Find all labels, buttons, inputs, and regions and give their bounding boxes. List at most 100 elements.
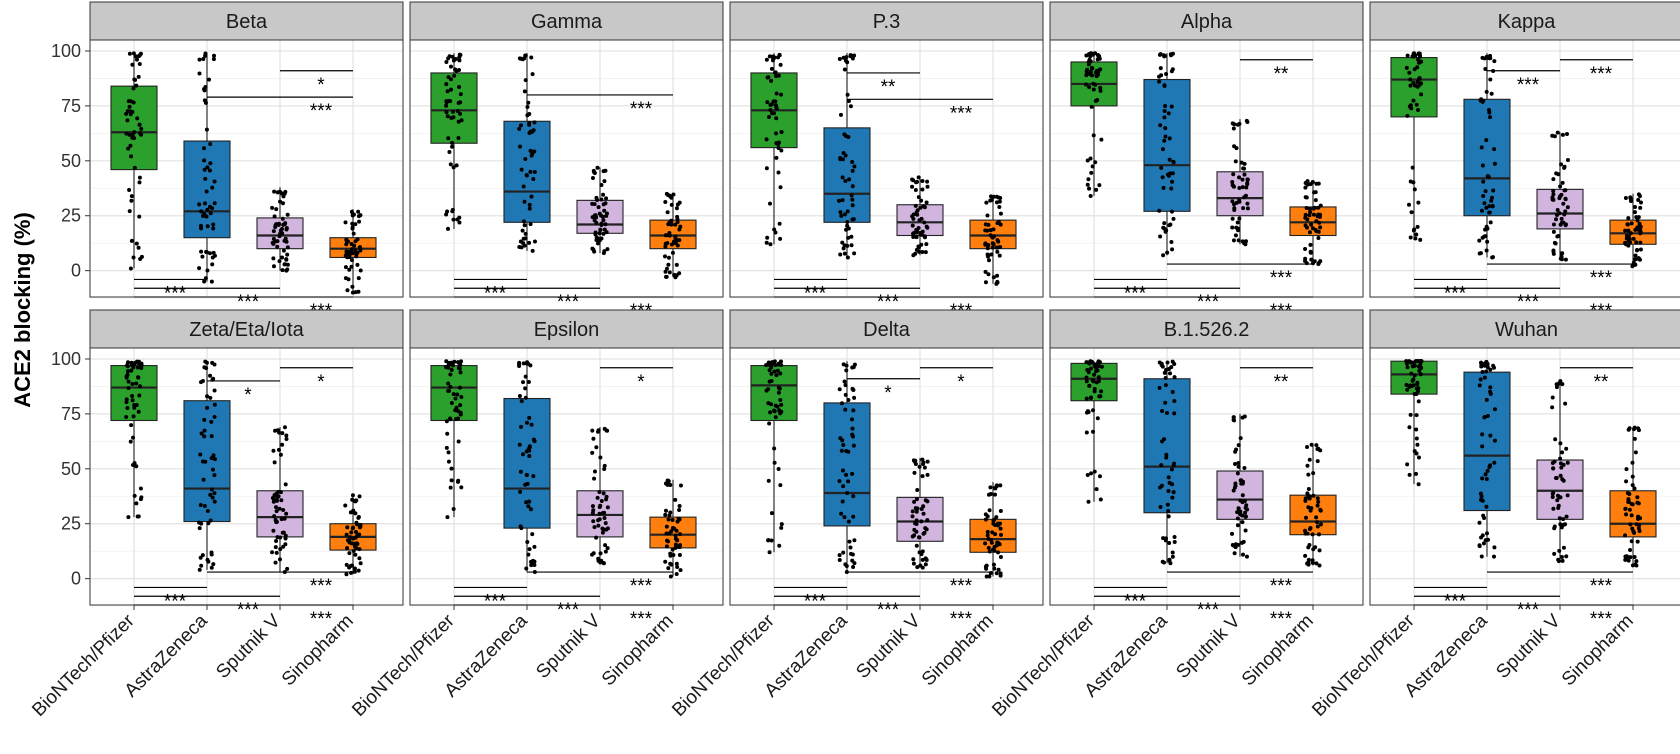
data-point: [532, 120, 537, 125]
data-point: [199, 431, 204, 436]
box-iqr: [1143, 78, 1191, 212]
data-point: [128, 112, 133, 117]
data-point: [769, 511, 774, 516]
data-point: [444, 445, 449, 450]
data-point: [779, 409, 784, 414]
data-point: [274, 207, 279, 212]
data-point: [1303, 185, 1308, 190]
data-point: [450, 144, 455, 149]
facet-title: Zeta/Eta/Iota: [189, 319, 304, 341]
data-point: [351, 212, 356, 217]
data-point: [1564, 131, 1569, 136]
data-point: [210, 495, 215, 500]
data-point: [1492, 438, 1497, 443]
data-point: [200, 254, 205, 259]
data-point: [1240, 415, 1245, 420]
data-point: [1237, 175, 1242, 180]
box-2: [1536, 130, 1584, 262]
data-point: [1552, 551, 1557, 556]
data-point: [995, 249, 1000, 254]
data-point: [1161, 536, 1166, 541]
data-point: [1412, 53, 1417, 58]
data-point: [124, 131, 129, 136]
data-point: [768, 242, 773, 247]
data-point: [590, 511, 595, 516]
data-point: [1163, 126, 1168, 131]
data-point: [987, 549, 992, 554]
data-point: [455, 109, 460, 114]
data-point: [914, 497, 919, 502]
data-point: [922, 465, 927, 470]
significance-label: ***: [630, 576, 653, 597]
data-point: [1164, 410, 1169, 415]
panel-border: [409, 347, 724, 606]
data-point: [848, 53, 853, 58]
panel-border: [1369, 347, 1680, 606]
data-point: [1564, 514, 1569, 519]
data-point: [771, 99, 776, 104]
data-point: [1311, 493, 1316, 498]
data-point: [1084, 379, 1089, 384]
data-point: [1307, 527, 1312, 532]
data-point: [1089, 104, 1094, 109]
box-1: [183, 51, 231, 284]
data-point: [911, 561, 916, 566]
data-point: [1623, 228, 1628, 233]
data-point: [1230, 225, 1235, 230]
data-point: [281, 544, 286, 549]
data-point: [774, 141, 779, 146]
data-point: [350, 258, 355, 263]
data-point: [129, 360, 134, 365]
data-point: [356, 568, 361, 573]
data-point: [199, 563, 204, 568]
data-point: [592, 213, 597, 218]
data-point: [778, 397, 783, 402]
significance-label: ***: [1270, 609, 1293, 630]
data-point: [595, 197, 600, 202]
data-point: [454, 405, 459, 410]
data-point: [668, 561, 673, 566]
significance-bracket: *: [847, 378, 920, 404]
facet-panel: Gamma************: [409, 1, 724, 322]
data-point: [1561, 201, 1566, 206]
data-point: [673, 222, 678, 227]
data-point: [275, 244, 280, 249]
data-point: [1560, 558, 1565, 563]
data-point: [273, 223, 278, 228]
data-point: [271, 499, 276, 504]
data-point: [1404, 359, 1409, 364]
data-point: [138, 497, 143, 502]
data-point: [600, 530, 605, 535]
data-point: [985, 213, 990, 218]
data-point: [1630, 474, 1635, 479]
data-point: [985, 254, 990, 259]
data-point: [1307, 457, 1312, 462]
data-point: [137, 122, 142, 127]
y-tick-label: 100: [51, 41, 81, 61]
data-point: [136, 375, 141, 380]
data-point: [458, 111, 463, 116]
data-point: [277, 557, 282, 562]
data-point: [597, 231, 602, 236]
significance-label: **: [1274, 64, 1289, 85]
data-point: [1564, 554, 1569, 559]
data-point: [532, 149, 537, 154]
data-point: [767, 368, 772, 373]
data-point: [519, 245, 524, 250]
data-point: [1558, 473, 1563, 478]
data-point: [592, 525, 597, 530]
data-point: [850, 426, 855, 431]
data-point: [768, 201, 773, 206]
data-point: [675, 214, 680, 219]
data-point: [914, 529, 919, 534]
data-point: [138, 256, 143, 261]
data-point: [1094, 380, 1099, 385]
data-point: [846, 98, 851, 103]
data-point: [450, 140, 455, 145]
data-point: [1306, 487, 1311, 492]
significance-label: **: [1594, 372, 1609, 393]
data-point: [459, 485, 464, 490]
data-point: [1241, 241, 1246, 246]
data-point: [354, 498, 359, 503]
data-point: [1165, 172, 1170, 177]
